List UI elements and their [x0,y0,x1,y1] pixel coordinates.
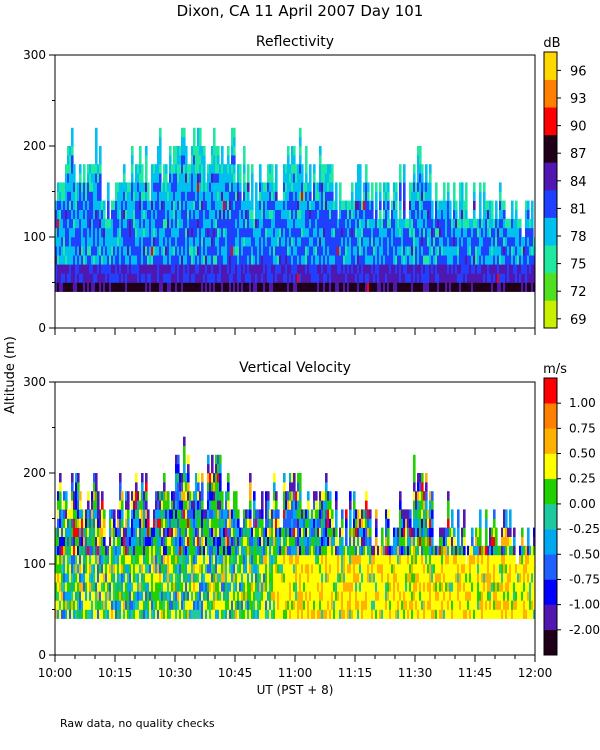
x-tick-label: 11:30 [398,666,433,680]
x-tick-label: 10:30 [158,666,193,680]
colorbar-label: 69 [570,313,587,328]
colorbar-swatch [544,453,557,480]
colorbar-label: -0.50 [569,547,600,561]
colorbar-swatch [544,579,557,605]
y-tick-label: 0 [38,321,46,335]
reflectivity-axes: 0 100 200 300 [23,48,536,335]
colorbar-swatch [544,107,557,136]
velocity-colorbar-unit: m/s [543,362,567,377]
colorbar-swatch [544,79,557,108]
colorbar-label: -0.75 [569,572,600,586]
y-axis-label: Altitude (m) [3,336,18,414]
reflectivity-title: Reflectivity [256,34,334,50]
colorbar-label: 75 [570,258,587,273]
colorbar-frame [543,51,558,329]
reflectivity-panel: Reflectivity 0 100 200 300 dB 69 72 75 78 81 84 8… [23,34,587,335]
colorbar-swatch [544,52,557,80]
colorbar-swatch [544,478,557,505]
colorbar-swatch [544,190,557,218]
velocity-title: Vertical Velocity [239,360,351,376]
y-tick-label: 200 [23,466,46,480]
colorbar-label: -2.00 [569,623,600,637]
colorbar-swatch [544,300,557,329]
velocity-heatmap [55,436,535,619]
colorbar-label: 90 [570,120,587,135]
colorbar-swatch [544,245,557,274]
velocity-colorbar: -2.00 -1.00 -0.75 -0.50 -0.25 0.00 0.25 0.50 0.7… [543,377,600,656]
colorbar-swatch [544,217,557,246]
colorbar-label: 96 [570,64,587,79]
x-tick-label: 11:15 [338,666,373,680]
colorbar-swatch [544,428,557,454]
y-tick-label: 100 [23,230,46,244]
colorbar-swatch [544,529,557,555]
colorbar-label: 0.25 [569,472,596,486]
colorbar-swatch [544,629,557,656]
colorbar-label: -0.25 [569,522,600,536]
colorbar-label: 87 [570,147,587,162]
reflectivity-heatmap [55,127,535,292]
y-tick-label: 0 [38,648,46,662]
x-tick-label: 12:00 [518,666,553,680]
figure-title: Dixon, CA 11 April 2007 Day 101 [177,2,424,20]
velocity-axes: 0 100 200 300 10:00 10:15 10:30 10:45 11:00 11:15… [23,375,552,680]
x-tick-label: 10:00 [38,666,73,680]
colorbar-label: 1.00 [569,396,596,410]
colorbar-label: 84 [570,175,587,190]
colorbar-swatch [544,272,557,301]
colorbar-swatch [544,503,557,530]
colorbar-label: 0.00 [569,497,596,511]
footnote: Raw data, no quality checks [60,717,215,730]
colorbar-label: 81 [570,202,587,217]
x-tick-label: 11:00 [278,666,313,680]
y-tick-label: 300 [23,48,46,62]
x-tick-label: 10:45 [218,666,253,680]
colorbar-frame [543,377,558,656]
colorbar-label: 0.75 [569,421,596,435]
colorbar-label: -1.00 [569,598,600,612]
y-tick-label: 200 [23,139,46,153]
colorbar-label: 78 [570,230,587,245]
y-tick-label: 300 [23,375,46,389]
colorbar-swatch [544,378,557,404]
colorbar-label: 72 [570,285,587,300]
colorbar-swatch [544,134,557,163]
colorbar-swatch [544,604,557,631]
x-tick-label: 10:15 [98,666,133,680]
x-tick-label: 11:45 [458,666,493,680]
colorbar-swatch [544,162,557,191]
reflectivity-colorbar-unit: dB [543,36,560,51]
reflectivity-colorbar: 69 72 75 78 81 84 87 90 93 96 [543,51,587,329]
colorbar-label: 0.50 [569,447,596,461]
colorbar-swatch [544,554,557,580]
y-tick-label: 100 [23,557,46,571]
colorbar-swatch [544,403,557,429]
colorbar-label: 93 [570,92,587,107]
velocity-panel: Vertical Velocity 0 100 200 300 10:00 10:15 10… [23,360,600,680]
x-axis-label: UT (PST + 8) [257,683,334,697]
